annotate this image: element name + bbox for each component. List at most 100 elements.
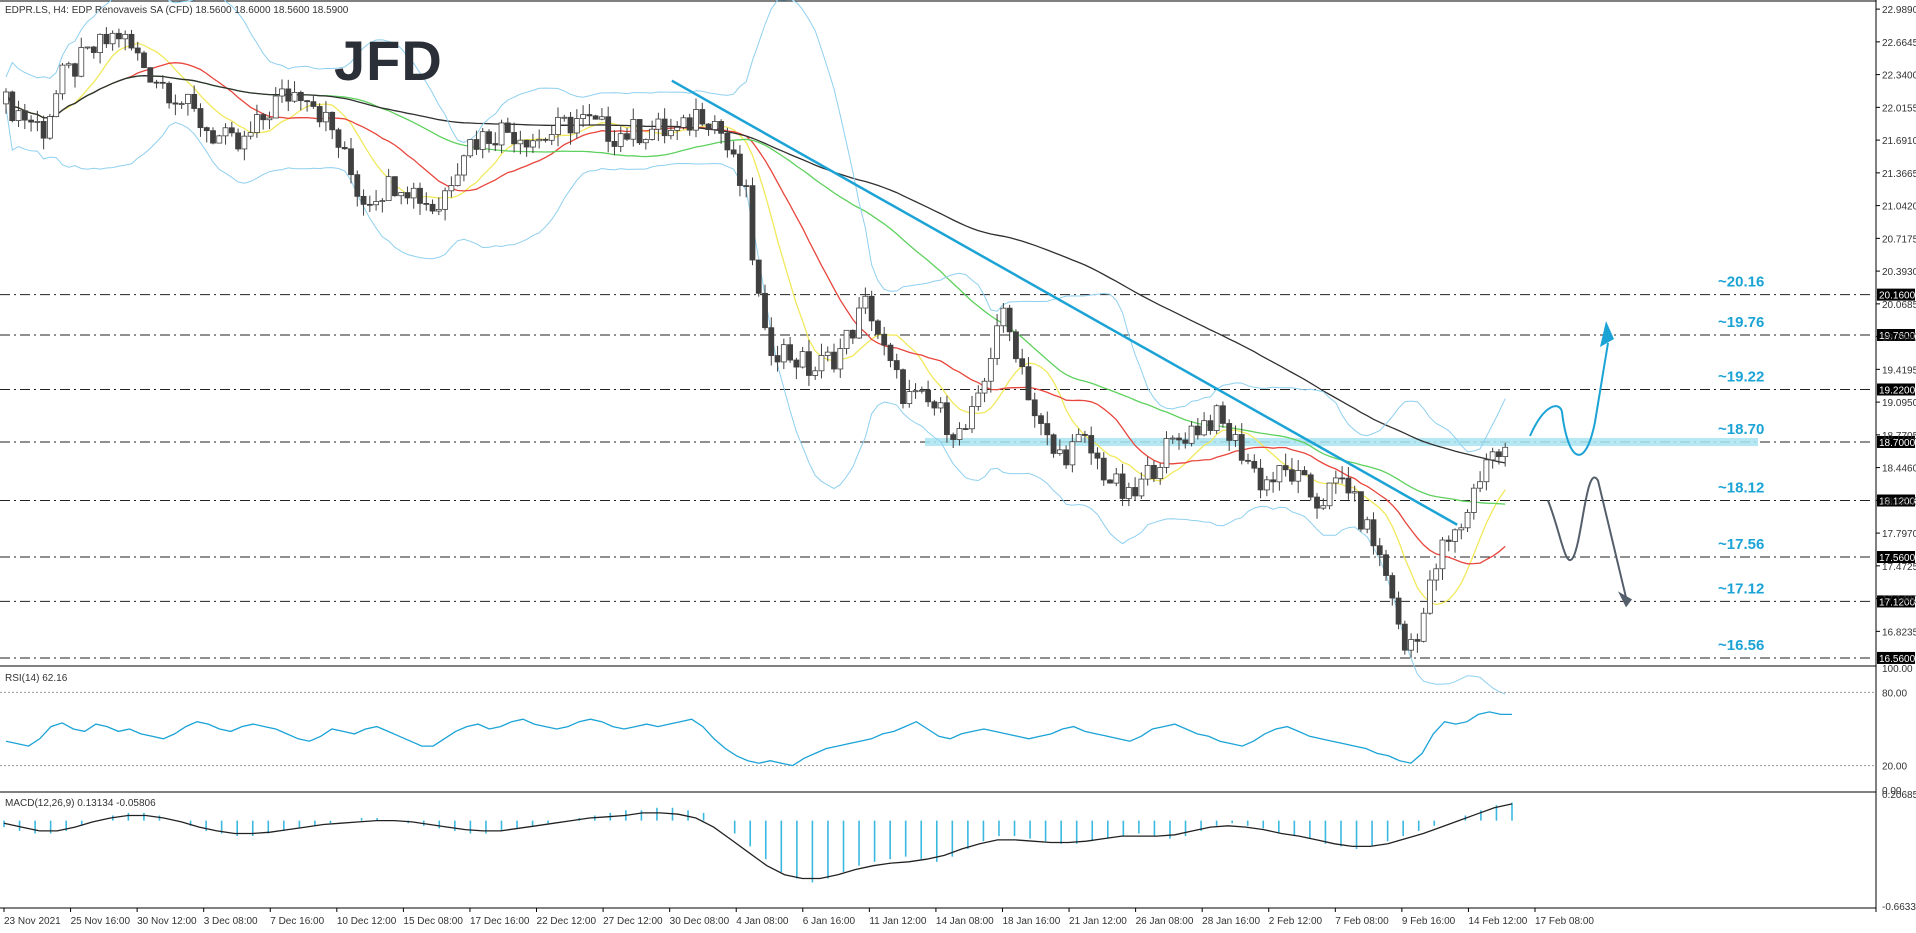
candle-body [1163, 438, 1170, 468]
level-label: ~18.12 [1718, 480, 1764, 497]
candle-body [1496, 451, 1502, 458]
candle-body [542, 138, 549, 141]
candle-body [1420, 612, 1427, 642]
candle-body [1125, 487, 1132, 499]
level-axis-text: 16.5600 [1879, 654, 1916, 665]
candle-body [109, 32, 116, 45]
candle-body [423, 203, 430, 205]
macd-title: MACD(12,26,9) 0.13134 -0.05806 [5, 798, 156, 809]
candle-body [881, 333, 888, 346]
candle-body [887, 344, 894, 361]
candle-body [1251, 460, 1258, 469]
candle-body [228, 127, 235, 134]
price-tick-label: 21.6910 [1882, 136, 1916, 147]
candle-body [1289, 469, 1295, 482]
candle-body [360, 195, 367, 205]
candle-body [486, 131, 492, 144]
candle-body [718, 121, 724, 134]
candle-body [705, 123, 712, 130]
candle-body [1088, 435, 1095, 454]
candle-body [1151, 464, 1157, 480]
candle-body [511, 132, 517, 145]
candle-body [1263, 479, 1270, 491]
candle-body [831, 351, 837, 370]
level-axis-pill [1877, 288, 1915, 301]
candle-body [90, 46, 97, 53]
time-tick-label: 14 Feb 12:00 [1468, 916, 1527, 927]
candle-body [824, 351, 831, 356]
candle-body [1332, 477, 1339, 484]
candle-body [366, 203, 373, 206]
candle-body [385, 176, 392, 202]
candle-body [197, 108, 204, 129]
time-tick-label: 7 Feb 08:00 [1335, 916, 1389, 927]
time-tick-label: 15 Dec 08:00 [403, 916, 463, 927]
candle-body [379, 200, 386, 203]
candle-body [1063, 449, 1070, 466]
candle-body [78, 47, 85, 77]
level-axis-pill [1877, 595, 1915, 608]
candle-body [1213, 405, 1220, 431]
candle-body [787, 344, 794, 361]
candle-body [1395, 597, 1402, 625]
candle-body [473, 139, 480, 150]
level-axis-pill [1877, 328, 1915, 341]
candle-body [1245, 459, 1251, 462]
candle-body [1270, 479, 1277, 483]
candle-body [304, 100, 310, 103]
candle-body [1389, 575, 1396, 599]
candle-body [178, 103, 185, 105]
candle-body [768, 327, 775, 356]
candle-body [749, 185, 756, 261]
candle-body [203, 127, 210, 132]
candle-body [9, 91, 16, 122]
price-tick-label: 22.3400 [1882, 71, 1916, 82]
candle-body [1470, 487, 1477, 513]
candle-body [348, 148, 354, 176]
price-tick-label: 21.0420 [1882, 202, 1916, 213]
candle-body [1376, 545, 1383, 556]
time-tick-label: 3 Dec 08:00 [204, 916, 258, 927]
candle-body [699, 109, 706, 125]
price-tick-label: 20.0685 [1882, 300, 1916, 311]
candle-body [1301, 470, 1308, 476]
level-axis-pill [1877, 435, 1915, 448]
candle-body [962, 428, 969, 430]
price-tick-label: 18.7705 [1882, 431, 1916, 442]
candle-body [241, 135, 248, 150]
candle-body [674, 127, 681, 131]
candle-body [668, 129, 674, 137]
time-tick-label: 25 Nov 16:00 [71, 916, 131, 927]
level-axis-text: 18.7000 [1879, 438, 1916, 449]
candle-body [931, 401, 938, 409]
candle-body [59, 64, 66, 95]
candle-body [994, 325, 1001, 359]
time-tick-label: 9 Feb 16:00 [1402, 916, 1456, 927]
candle-body [1201, 420, 1208, 436]
candle-body [956, 428, 963, 440]
candle-body [762, 292, 768, 329]
candle-body [1427, 579, 1433, 614]
bb-lower-line [5, 107, 1506, 695]
candle-body [987, 358, 994, 382]
time-tick-label: 4 Jan 08:00 [736, 916, 789, 927]
candle-body [655, 118, 662, 130]
candle-body [1019, 358, 1026, 368]
candle-body [1452, 529, 1458, 542]
candle-body [1401, 623, 1408, 651]
candle-body [266, 117, 273, 121]
candle-body [693, 109, 699, 131]
candle-body [216, 135, 223, 144]
candle-body [279, 88, 285, 97]
candle-body [1320, 505, 1327, 509]
candle-body [272, 95, 279, 119]
candle-body [354, 174, 361, 197]
rsi-tick-label: 80.00 [1882, 688, 1907, 699]
candle-body [617, 133, 624, 147]
candle-body [812, 370, 819, 376]
time-tick-label: 17 Dec 16:00 [470, 916, 530, 927]
candle-body [573, 118, 580, 134]
candle-body [592, 115, 599, 120]
price-tick-label: 21.3665 [1882, 169, 1916, 180]
candle-body [711, 121, 718, 130]
